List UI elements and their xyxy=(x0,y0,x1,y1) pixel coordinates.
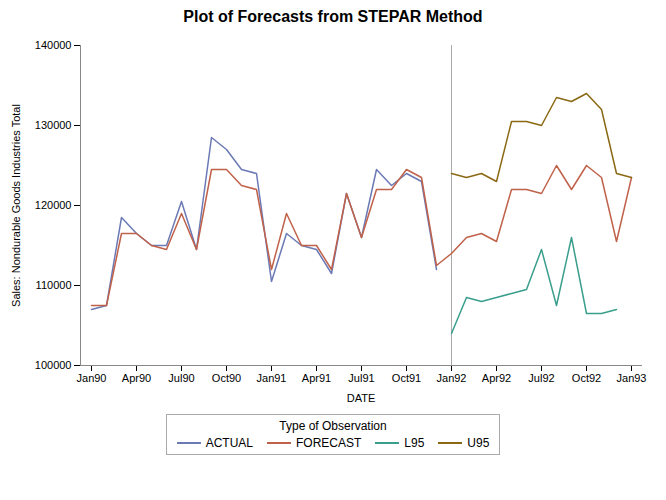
svg-text:140000: 140000 xyxy=(35,39,72,51)
html-text:L95: L95 xyxy=(404,436,425,450)
html-text:FORECAST: FORECAST xyxy=(296,436,362,450)
svg-text:130000: 130000 xyxy=(35,119,72,131)
html-text:Type of Observation: Type of Observation xyxy=(279,419,387,433)
svg-text:Oct92: Oct92 xyxy=(572,372,601,384)
svg-text:100000: 100000 xyxy=(35,359,72,371)
svg-text:Jul91: Jul91 xyxy=(348,372,374,384)
svg-text:Jan90: Jan90 xyxy=(77,372,107,384)
svg-text:Apr91: Apr91 xyxy=(302,372,331,384)
svg-text:Apr90: Apr90 xyxy=(122,372,151,384)
svg-text:Sales: Nondurable Goods Indust: Sales: Nondurable Goods Industries Total xyxy=(10,104,22,307)
svg-text:Jul92: Jul92 xyxy=(528,372,554,384)
svg-text:DATE: DATE xyxy=(347,392,376,404)
svg-text:120000: 120000 xyxy=(35,199,72,211)
svg-text:Oct90: Oct90 xyxy=(212,372,241,384)
svg-text:Jul90: Jul90 xyxy=(168,372,194,384)
svg-text:Jan91: Jan91 xyxy=(257,372,287,384)
html-text:U95: U95 xyxy=(467,436,490,450)
svg-text:Jan93: Jan93 xyxy=(617,372,647,384)
svg-text:Jan92: Jan92 xyxy=(437,372,467,384)
svg-text:Apr92: Apr92 xyxy=(482,372,511,384)
svg-text:Oct91: Oct91 xyxy=(392,372,421,384)
svg-text:110000: 110000 xyxy=(36,279,72,291)
html-text:Plot of Forecasts from STEPAR: Plot of Forecasts from STEPAR Method xyxy=(183,8,483,25)
html-text:ACTUAL: ACTUAL xyxy=(205,436,253,450)
